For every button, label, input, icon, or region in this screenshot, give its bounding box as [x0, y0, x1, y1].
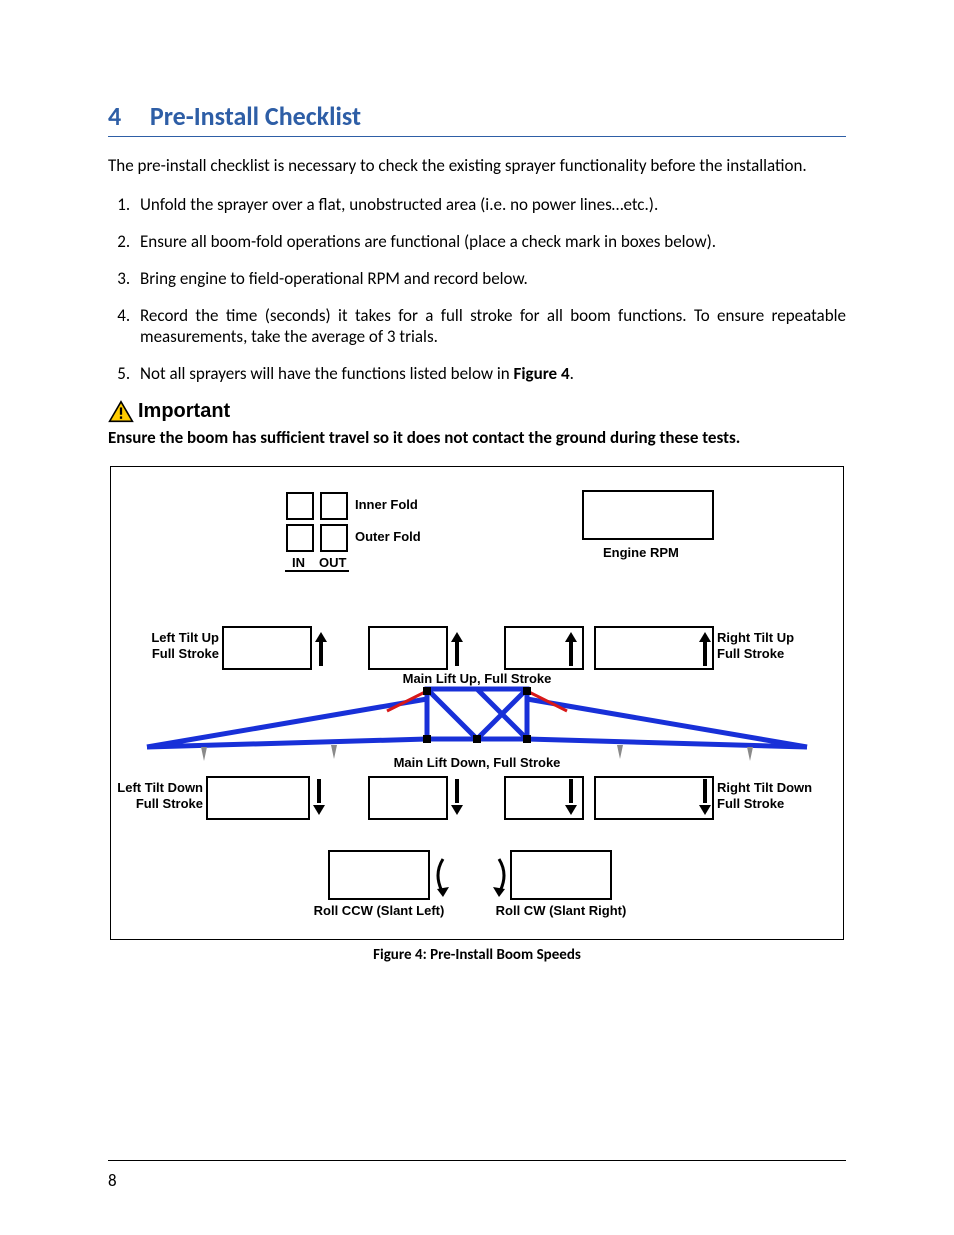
important-heading: Important: [108, 400, 846, 423]
checklist-item: Bring engine to field-operational RPM an…: [134, 268, 846, 289]
label-left-tilt-up-1: Left Tilt Up: [151, 630, 219, 645]
arrow-main-down-left-icon: [451, 779, 463, 815]
page-number: 8: [108, 1170, 117, 1191]
fold-checkbox-inner-out[interactable]: [321, 493, 347, 519]
arrow-right-tilt-up-icon: [699, 632, 711, 666]
arrow-roll-ccw-icon: [437, 859, 449, 897]
checklist-item: Ensure all boom-fold operations are func…: [134, 231, 846, 252]
input-main-up-left[interactable]: [369, 627, 447, 669]
figure-frame: Inner Fold Outer Fold IN OUT Engine RPM …: [110, 466, 844, 940]
label-engine-rpm: Engine RPM: [603, 545, 679, 560]
intro-paragraph: The pre-install checklist is necessary t…: [108, 155, 846, 176]
input-roll-cw[interactable]: [511, 851, 611, 899]
arrow-left-tilt-up-icon: [315, 632, 327, 666]
label-inner-fold: Inner Fold: [355, 497, 418, 512]
label-left-tilt-down-2: Full Stroke: [136, 796, 203, 811]
figure-caption: Figure 4: Pre-Install Boom Speeds: [108, 946, 846, 964]
important-label: Important: [138, 400, 230, 423]
label-main-lift-up: Main Lift Up, Full Stroke: [403, 671, 552, 686]
label-out: OUT: [319, 555, 347, 570]
input-right-tilt-up[interactable]: [595, 627, 713, 669]
checklist-item-text: Not all sprayers will have the functions…: [140, 363, 514, 384]
section-title: Pre-Install Checklist: [150, 100, 361, 132]
figure-ref: Figure 4: [514, 363, 570, 384]
checklist-item: Record the time (seconds) it takes for a…: [134, 305, 846, 347]
fold-checkbox-inner-in[interactable]: [287, 493, 313, 519]
arrow-right-tilt-down-icon: [699, 779, 711, 815]
arrow-main-down-right-icon: [565, 779, 577, 815]
arrow-main-up-left-icon: [451, 632, 463, 666]
arrow-roll-cw-icon: [493, 859, 505, 897]
input-left-tilt-down[interactable]: [207, 777, 309, 819]
label-outer-fold: Outer Fold: [355, 529, 421, 544]
section-heading: 4 Pre-Install Checklist: [108, 100, 846, 137]
fold-checkbox-outer-in[interactable]: [287, 525, 313, 551]
label-right-tilt-up-1: Right Tilt Up: [717, 630, 794, 645]
warning-icon: [108, 400, 134, 423]
checklist-item: Unfold the sprayer over a flat, unobstru…: [134, 194, 846, 215]
label-right-tilt-down-1: Right Tilt Down: [717, 780, 812, 795]
input-right-tilt-down[interactable]: [595, 777, 713, 819]
section-number: 4: [108, 100, 144, 132]
input-engine-rpm[interactable]: [583, 491, 713, 539]
input-main-down-left[interactable]: [369, 777, 447, 819]
label-right-tilt-down-2: Full Stroke: [717, 796, 784, 811]
checklist-item: Not all sprayers will have the functions…: [134, 363, 846, 384]
label-left-tilt-up-2: Full Stroke: [152, 646, 219, 661]
input-roll-ccw[interactable]: [329, 851, 429, 899]
input-left-tilt-up[interactable]: [223, 627, 311, 669]
arrow-main-up-right-icon: [565, 632, 577, 666]
label-right-tilt-up-2: Full Stroke: [717, 646, 784, 661]
important-text: Ensure the boom has sufficient travel so…: [108, 427, 846, 448]
label-roll-cw: Roll CW (Slant Right): [496, 903, 627, 918]
label-in: IN: [292, 555, 305, 570]
checklist: Unfold the sprayer over a flat, unobstru…: [108, 194, 846, 384]
arrow-left-tilt-down-icon: [313, 779, 325, 815]
label-roll-ccw: Roll CCW (Slant Left): [314, 903, 445, 918]
fold-checkbox-outer-out[interactable]: [321, 525, 347, 551]
boom-joints: [423, 687, 531, 743]
label-main-lift-down: Main Lift Down, Full Stroke: [394, 755, 561, 770]
footer-rule: [108, 1160, 846, 1161]
label-left-tilt-down-1: Left Tilt Down: [117, 780, 203, 795]
